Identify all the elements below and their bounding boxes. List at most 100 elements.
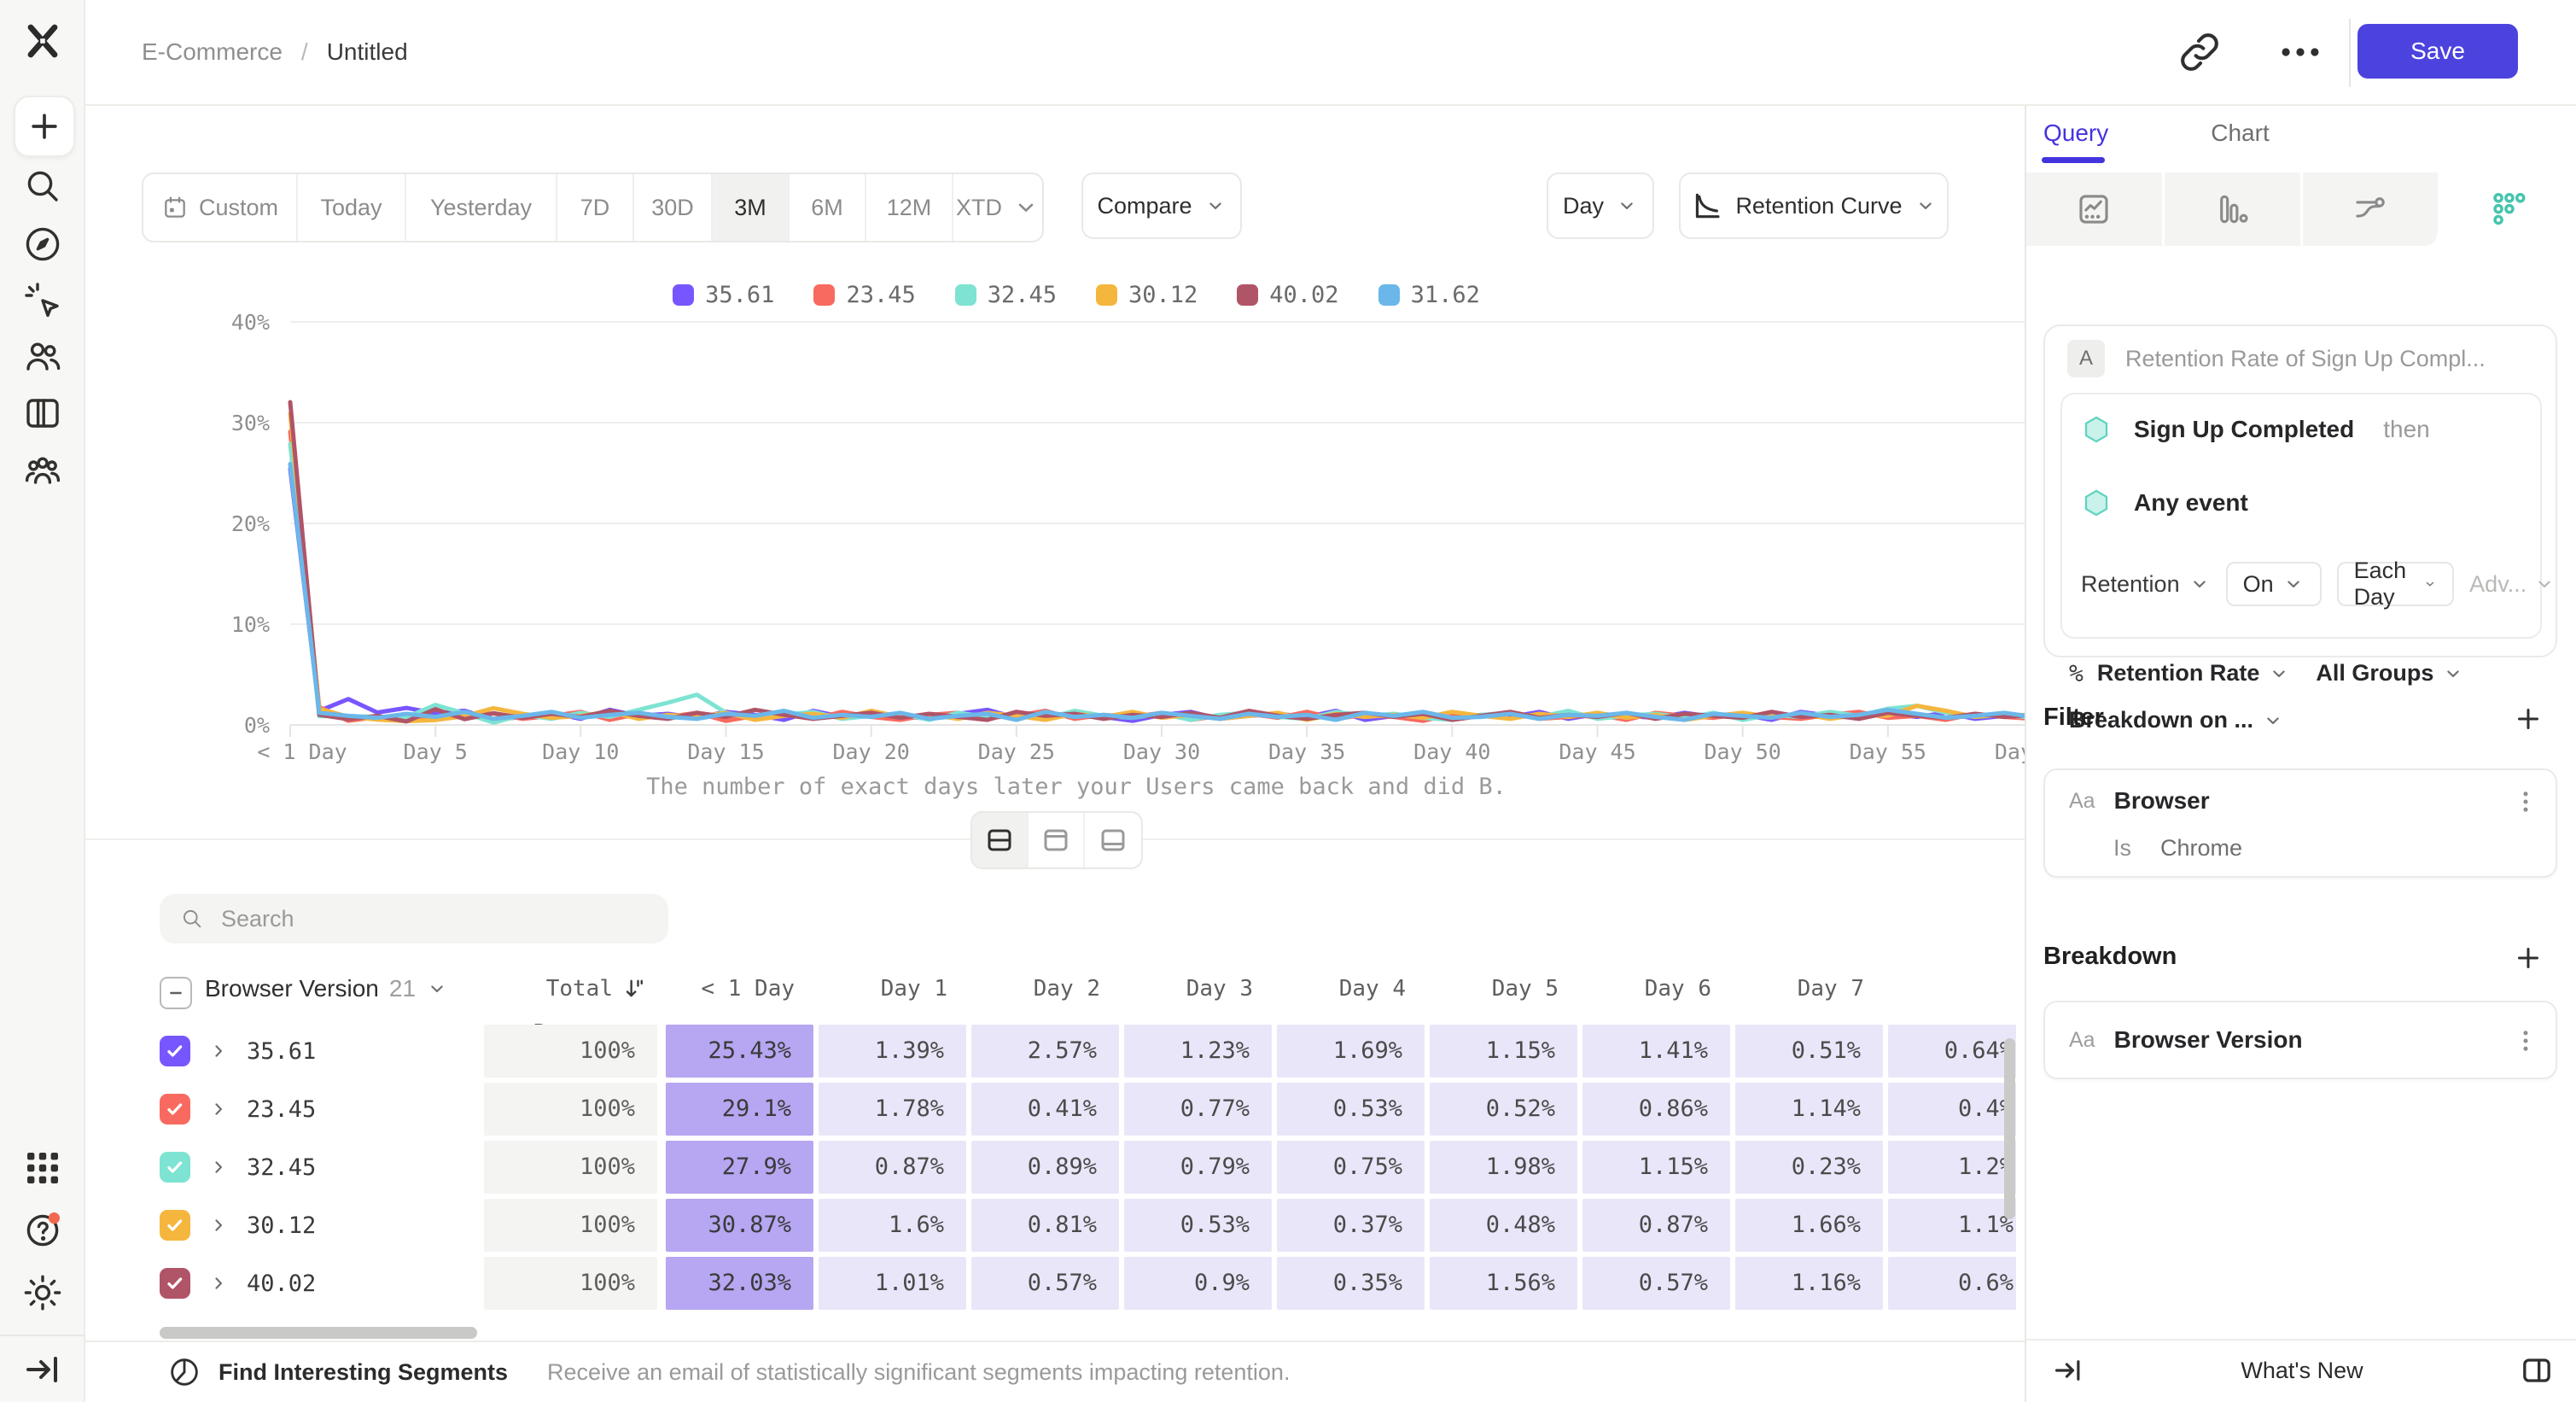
interval-dropdown[interactable]: Each Day <box>2336 558 2455 610</box>
search-input[interactable] <box>219 904 632 933</box>
retention-cell[interactable]: 0.4% <box>1888 1083 2016 1136</box>
total-cell[interactable]: 100% <box>484 1141 657 1194</box>
retention-cell[interactable]: 0.86% <box>1582 1083 1730 1136</box>
retention-dropdown[interactable]: Retention <box>2081 571 2211 598</box>
date-range-7d[interactable]: 7D <box>557 174 634 241</box>
date-range-xtd[interactable]: XTD <box>953 174 1042 241</box>
day-column-header[interactable]: Day 3 <box>1186 976 1253 1002</box>
total-cell[interactable]: 100% <box>484 1083 657 1136</box>
day-column-header[interactable] <box>1886 967 2016 1011</box>
retention-cell[interactable]: 0.53% <box>1277 1083 1425 1136</box>
filter-value[interactable]: Chrome <box>2160 834 2243 861</box>
report-tab-funnels[interactable] <box>2164 172 2303 246</box>
help-icon[interactable] <box>22 1209 63 1250</box>
retention-cell[interactable]: 0.89% <box>971 1141 1119 1194</box>
series-line-40.02[interactable] <box>288 400 2036 724</box>
retention-cell[interactable]: 0.52% <box>1430 1083 1577 1136</box>
day-column-header[interactable]: < 1 Day <box>701 976 795 1002</box>
expand-row-icon[interactable] <box>207 1098 230 1120</box>
date-range-today[interactable]: Today <box>298 174 406 241</box>
date-range-30d[interactable]: 30D <box>634 174 713 241</box>
retention-cell[interactable]: 1.15% <box>1430 1025 1577 1078</box>
report-tab-retention-dots[interactable] <box>2440 172 2576 246</box>
expand-row-icon[interactable] <box>207 1272 230 1294</box>
row-name-cell[interactable]: 30.12 <box>160 1199 484 1252</box>
row-checkbox[interactable] <box>160 1210 190 1241</box>
retention-cell[interactable]: 29.1% <box>666 1083 813 1136</box>
date-range-12m[interactable]: 12M <box>866 174 953 241</box>
retention-cell[interactable]: 25.43% <box>666 1025 813 1078</box>
create-new-button[interactable] <box>14 96 75 157</box>
retention-cell[interactable]: 0.77% <box>1124 1083 1272 1136</box>
first-event-row[interactable]: Sign Up Completed then <box>2081 413 2430 446</box>
mixpanel-logo-icon[interactable] <box>22 20 63 61</box>
settings-icon[interactable] <box>22 1272 63 1313</box>
granularity-button[interactable]: Day <box>1547 172 1654 239</box>
add-filter-icon[interactable] <box>2513 704 2544 734</box>
breakdown-on-dropdown[interactable]: Breakdown on ... <box>2069 707 2284 733</box>
search-icon[interactable] <box>22 166 63 207</box>
copy-link-icon[interactable] <box>2175 27 2224 77</box>
series-line-30.12[interactable] <box>288 412 2036 724</box>
compass-icon[interactable] <box>22 224 63 265</box>
retention-cell[interactable]: 0.57% <box>1582 1257 1730 1310</box>
retention-cell[interactable]: 1.15% <box>1582 1141 1730 1194</box>
interesting-segments-bar[interactable]: Find Interesting Segments Receive an ema… <box>85 1341 2025 1402</box>
filter-operator[interactable]: Is <box>2113 834 2132 861</box>
day-column-header[interactable]: Day 1 <box>880 976 947 1002</box>
retention-cell[interactable]: 0.75% <box>1277 1141 1425 1194</box>
filter-kebab-icon[interactable] <box>2511 787 2540 816</box>
total-cell[interactable]: 100% <box>484 1199 657 1252</box>
filter-property-name[interactable]: Browser <box>2113 787 2210 814</box>
retention-cell[interactable]: 1.56% <box>1430 1257 1577 1310</box>
retention-cell[interactable]: 0.23% <box>1735 1141 1883 1194</box>
series-line-32.45[interactable] <box>288 441 2036 725</box>
retention-cell[interactable]: 0.64% <box>1888 1025 2016 1078</box>
filter-property-row[interactable]: Aa Browser <box>2045 770 2556 832</box>
retention-cell[interactable]: 1.39% <box>819 1025 966 1078</box>
series-line-35.61[interactable] <box>288 466 2036 723</box>
row-name-cell[interactable]: 32.45 <box>160 1141 484 1194</box>
retention-cell[interactable]: 0.87% <box>819 1141 966 1194</box>
legend-item[interactable]: 23.45 <box>813 282 916 308</box>
legend-item[interactable]: 32.45 <box>954 282 1057 308</box>
day-column-header[interactable]: Day 6 <box>1644 976 1711 1002</box>
step-title[interactable]: Retention Rate of Sign Up Compl... <box>2125 345 2486 371</box>
retention-cell[interactable]: 1.69% <box>1277 1025 1425 1078</box>
row-checkbox[interactable] <box>160 1268 190 1299</box>
day-column-header[interactable]: Day 4 <box>1338 976 1406 1002</box>
row-checkbox[interactable] <box>160 1152 190 1183</box>
date-range-yesterday[interactable]: Yesterday <box>406 174 557 241</box>
retention-cell[interactable]: 1.66% <box>1735 1199 1883 1252</box>
day-column-header[interactable]: Day 7 <box>1797 976 1864 1002</box>
group-column-header[interactable]: Browser Version 21 <box>205 967 448 1011</box>
retention-cell[interactable]: 30.87% <box>666 1199 813 1252</box>
retention-cell[interactable]: 1.23% <box>1124 1025 1272 1078</box>
retention-cell[interactable]: 1.16% <box>1735 1257 1883 1310</box>
returning-event-row[interactable]: Any event <box>2081 487 2248 519</box>
breadcrumb-project[interactable]: E-Commerce <box>142 38 283 65</box>
retention-cell[interactable]: 0.9% <box>1124 1257 1272 1310</box>
day-column-header[interactable]: Day 2 <box>1033 976 1100 1002</box>
total-cell[interactable]: 100% <box>484 1025 657 1078</box>
measure-dropdown[interactable]: Retention Rate <box>2097 660 2291 686</box>
tab-query[interactable]: Query <box>2043 120 2109 146</box>
retention-cell[interactable]: 0.81% <box>971 1199 1119 1252</box>
horizontal-scrollbar[interactable] <box>160 1327 477 1339</box>
retention-cell[interactable]: 1.6% <box>819 1199 966 1252</box>
retention-cell[interactable]: 1.1% <box>1888 1199 2016 1252</box>
retention-cell[interactable]: 0.51% <box>1735 1025 1883 1078</box>
retention-cell[interactable]: 1.01% <box>819 1257 966 1310</box>
row-name-cell[interactable]: 23.45 <box>160 1083 484 1136</box>
retention-cell[interactable]: 0.53% <box>1124 1199 1272 1252</box>
breakdown-property-name[interactable]: Browser Version <box>2113 1026 2303 1053</box>
breakdown-property-row[interactable]: Aa Browser Version <box>2045 1002 2556 1078</box>
retention-cell[interactable]: 1.98% <box>1430 1141 1577 1194</box>
tab-chart[interactable]: Chart <box>2211 120 2270 146</box>
cohorts-icon[interactable] <box>22 450 63 491</box>
series-line-31.62[interactable] <box>288 461 2036 722</box>
collapse-sidebar-icon[interactable] <box>22 1349 63 1390</box>
retention-cell[interactable]: 0.57% <box>971 1257 1119 1310</box>
legend-item[interactable]: 31.62 <box>1378 282 1480 308</box>
retention-cell[interactable]: 1.14% <box>1735 1083 1883 1136</box>
